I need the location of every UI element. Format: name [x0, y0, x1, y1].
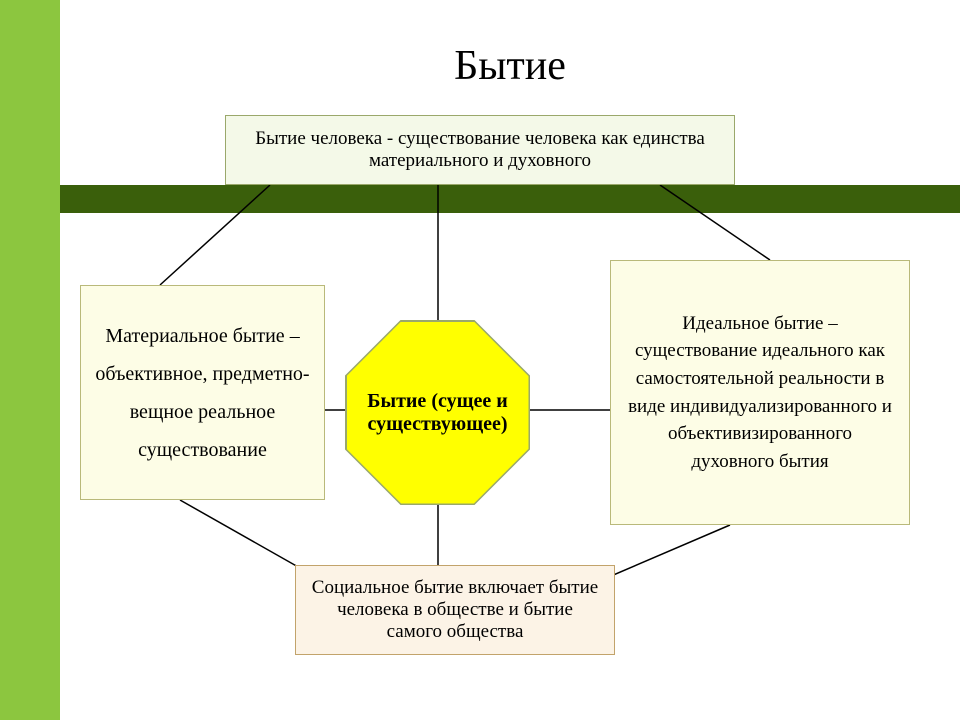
accent-sidebar [0, 0, 60, 720]
box-human-being-text: Бытие человека - существование человека … [240, 128, 720, 172]
accent-hbar [60, 185, 960, 213]
center-node-text: Бытие (сущее и существующее) [359, 390, 517, 436]
box-ideal-being: Идеальное бытие – существование идеально… [610, 260, 910, 525]
center-node-wrap: Бытие (сущее и существующее) [345, 320, 530, 505]
box-social-being-text: Социальное бытие включает бытие человека… [310, 577, 600, 643]
box-material-being: Материальное бытие – объективное, предме… [80, 285, 325, 500]
box-ideal-being-text: Идеальное бытие – существование идеально… [625, 310, 895, 475]
diagram-canvas: Бытие Бытие человека - существование чел… [0, 0, 960, 720]
box-human-being: Бытие человека - существование человека … [225, 115, 735, 185]
box-material-being-text: Материальное бытие – объективное, предме… [95, 317, 310, 469]
box-social-being: Социальное бытие включает бытие человека… [295, 565, 615, 655]
page-title: Бытие [390, 42, 630, 90]
